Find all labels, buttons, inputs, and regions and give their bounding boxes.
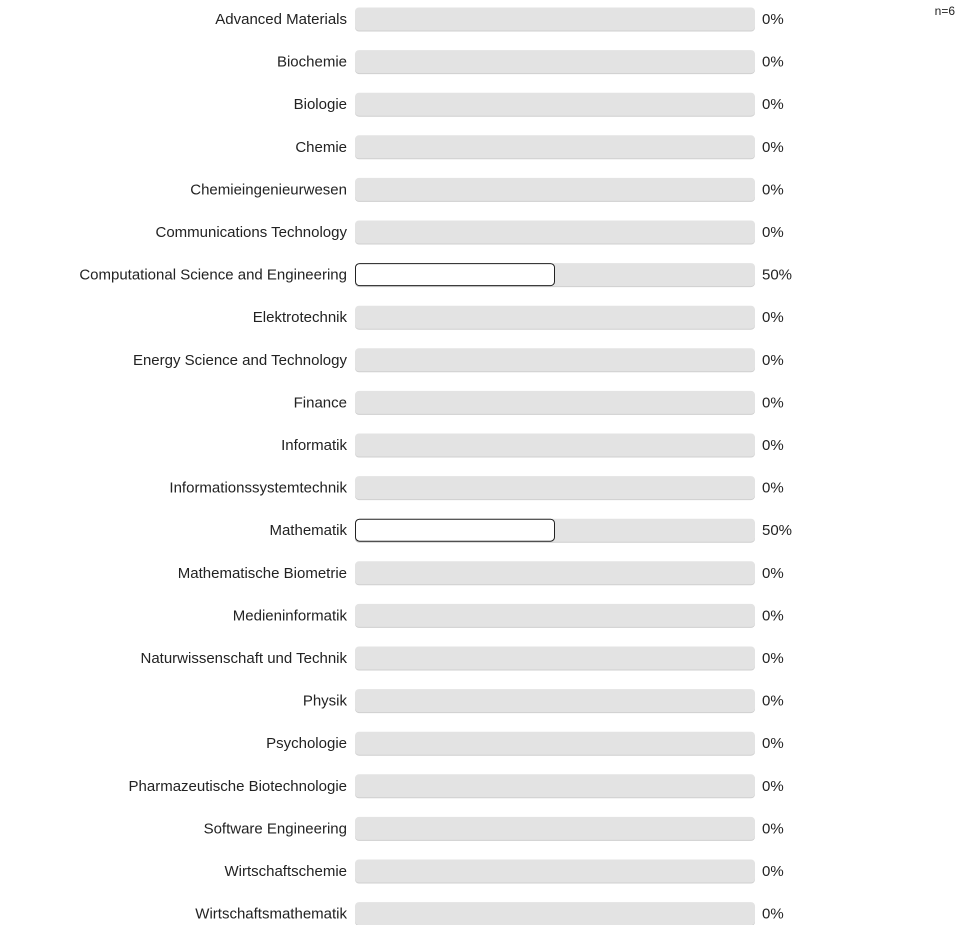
value-label: 0% bbox=[762, 394, 784, 411]
bar-row-informationssystemtechnik: Informationssystemtechnik 0% bbox=[169, 476, 784, 501]
value-label: 0% bbox=[762, 906, 784, 923]
bar-track bbox=[355, 561, 755, 585]
category-label: Computational Science and Engineering bbox=[79, 267, 347, 284]
bar-row-medieninformatik: Medieninformatik 0% bbox=[233, 603, 784, 628]
category-label: Energy Science and Technology bbox=[133, 352, 348, 369]
bar-row-chemieingenieurwesen: Chemieingenieurwesen 0% bbox=[190, 177, 784, 202]
value-label: 0% bbox=[762, 352, 784, 369]
category-label: Psychologie bbox=[266, 735, 347, 752]
bar-track bbox=[355, 731, 755, 755]
category-label: Wirtschaftsmathematik bbox=[195, 906, 347, 923]
bar-track bbox=[355, 689, 755, 713]
value-label: 0% bbox=[762, 863, 784, 880]
category-label: Medieninformatik bbox=[233, 607, 348, 624]
bar-track bbox=[355, 7, 755, 31]
bar-row-wirtschaftschemie: Wirtschaftschemie 0% bbox=[224, 859, 784, 884]
value-label: 0% bbox=[762, 820, 784, 837]
value-label: 50% bbox=[762, 267, 792, 284]
bar-track bbox=[355, 774, 755, 798]
bar-row-pharmazeutische-biotechnologie: Pharmazeutische Biotechnologie 0% bbox=[129, 774, 784, 799]
bar-track bbox=[355, 50, 755, 74]
bar-track bbox=[355, 220, 755, 244]
bar-track bbox=[355, 902, 755, 925]
bar-row-finance: Finance 0% bbox=[294, 390, 784, 415]
bar-row-biochemie: Biochemie 0% bbox=[277, 50, 784, 75]
value-label: 0% bbox=[762, 309, 784, 326]
bar-track bbox=[355, 646, 755, 670]
value-label: 0% bbox=[762, 735, 784, 752]
bar-track bbox=[355, 348, 755, 372]
value-label: 0% bbox=[762, 565, 784, 582]
value-label: 0% bbox=[762, 11, 784, 28]
bar-row-informatik: Informatik 0% bbox=[281, 433, 784, 458]
category-label: Naturwissenschaft und Technik bbox=[141, 650, 348, 667]
category-label: Elektrotechnik bbox=[253, 309, 348, 326]
category-label: Advanced Materials bbox=[215, 11, 347, 28]
value-label: 0% bbox=[762, 480, 784, 497]
value-label: 0% bbox=[762, 607, 784, 624]
category-label: Biochemie bbox=[277, 54, 347, 71]
value-label: 0% bbox=[762, 181, 784, 198]
category-label: Physik bbox=[303, 693, 348, 710]
category-label: Mathematik bbox=[269, 522, 347, 539]
bar-fill bbox=[355, 263, 555, 287]
bar-row-communications-technology: Communications Technology 0% bbox=[156, 220, 784, 245]
category-label: Pharmazeutische Biotechnologie bbox=[129, 778, 347, 795]
bar-row-biologie: Biologie 0% bbox=[294, 92, 784, 117]
category-label: Software Engineering bbox=[204, 820, 347, 837]
bar-track bbox=[355, 859, 755, 883]
value-label: 0% bbox=[762, 139, 784, 156]
bar-row-energy-science-and-technology: Energy Science and Technology 0% bbox=[133, 348, 784, 373]
category-label: Wirtschaftschemie bbox=[224, 863, 347, 880]
category-label: Biologie bbox=[294, 96, 347, 113]
bar-row-chemie: Chemie 0% bbox=[295, 135, 784, 160]
bar-track bbox=[355, 816, 755, 840]
bar-row-naturwissenschaft-und-technik: Naturwissenschaft und Technik 0% bbox=[141, 646, 784, 671]
value-label: 0% bbox=[762, 693, 784, 710]
value-label: 0% bbox=[762, 778, 784, 795]
bar-row-psychologie: Psychologie 0% bbox=[266, 731, 784, 756]
value-label: 50% bbox=[762, 522, 792, 539]
bar-row-elektrotechnik: Elektrotechnik 0% bbox=[253, 305, 784, 330]
value-label: 0% bbox=[762, 54, 784, 71]
bar-fill bbox=[355, 518, 555, 542]
bar-track bbox=[355, 92, 755, 116]
bar-track bbox=[355, 305, 755, 329]
bar-row-advanced-materials: Advanced Materials 0% bbox=[215, 7, 784, 32]
bar-track bbox=[355, 177, 755, 201]
bar-row-computational-science-and-engineering: Computational Science and Engineering 50% bbox=[79, 263, 792, 288]
category-label: Chemie bbox=[295, 139, 347, 156]
category-label: Communications Technology bbox=[156, 224, 348, 241]
value-label: 0% bbox=[762, 224, 784, 241]
sample-size-label: n=6 bbox=[934, 4, 955, 18]
value-label: 0% bbox=[762, 96, 784, 113]
bar-row-mathematik: Mathematik 50% bbox=[269, 518, 792, 543]
category-label: Informatik bbox=[281, 437, 347, 454]
bar-row-mathematische-biometrie: Mathematische Biometrie 0% bbox=[178, 561, 784, 586]
category-label: Finance bbox=[294, 394, 347, 411]
bar-track bbox=[355, 603, 755, 627]
value-label: 0% bbox=[762, 650, 784, 667]
bar-track bbox=[355, 433, 755, 457]
bar-row-software-engineering: Software Engineering 0% bbox=[204, 816, 784, 841]
category-label: Mathematische Biometrie bbox=[178, 565, 347, 582]
bar-row-physik: Physik 0% bbox=[303, 689, 784, 714]
bar-row-wirtschaftsmathematik: Wirtschaftsmathematik 0% bbox=[195, 902, 784, 925]
bar-track bbox=[355, 476, 755, 500]
bar-track bbox=[355, 135, 755, 159]
category-label: Informationssystemtechnik bbox=[169, 480, 347, 497]
bar-track bbox=[355, 390, 755, 414]
category-label: Chemieingenieurwesen bbox=[190, 181, 347, 198]
value-label: 0% bbox=[762, 437, 784, 454]
